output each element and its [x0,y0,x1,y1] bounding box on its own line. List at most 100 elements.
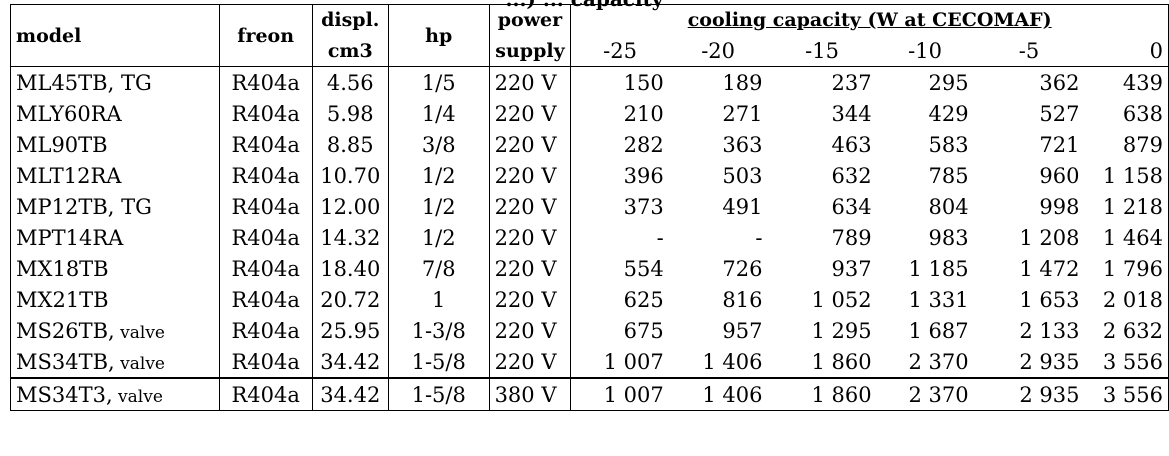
cell-freon: R404a [219,284,313,315]
cell-displ: 4.56 [312,66,389,98]
cell-displ: 8.85 [312,129,389,160]
cell-capacity: 3 556 [1084,377,1169,411]
cell-power: 220 V [489,284,572,315]
cell-hp: 3/8 [388,129,490,160]
cell-hp: 1-5/8 [388,346,490,378]
cell-capacity: 625 [623,287,664,312]
cell-capacity: 3 556 [1084,346,1169,378]
cell-capacity: 1 406 [702,349,763,374]
cell-capacity: 785 [928,163,969,188]
cell-capacity: 1 406 [668,377,768,411]
cell-capacity: 237 [831,70,872,95]
cell-capacity: 1 464 [1084,222,1169,253]
cell-capacity: 271 [722,101,763,126]
cell-capacity: 983 [928,225,969,250]
cell-capacity: 503 [722,163,763,188]
cell-capacity: 937 [831,256,872,281]
cell-capacity: 1 052 [811,287,872,312]
cell-freon: R404a [219,160,313,191]
cell-capacity: 1 860 [767,377,877,411]
cell-capacity: 583 [928,132,969,157]
cell-power: 220 V [489,66,572,98]
header-displ: displ. [312,4,389,35]
cell-hp: 1/5 [388,66,490,98]
cell-power: 220 V [489,129,572,160]
table-row: MPT14RA R404a 14.32 1/2 220 V - - 789 983 1 208 1 … [10,222,1169,253]
cell-capacity: 344 [831,101,872,126]
cell-capacity: 2 018 [1084,284,1169,315]
cell-freon: R404a [219,129,313,160]
cell-capacity: 721 [1039,132,1080,157]
cell-displ: 20.72 [312,284,389,315]
cell-capacity: 1 331 [908,287,969,312]
table-row: MS26TB, valve R404a 25.95 1-3/8 220 V 675 957 1… [10,315,1169,346]
cell-model: MS26TB, valve [10,315,220,346]
cell-model: MX18TB [10,253,220,284]
cell-capacity: 210 [623,101,664,126]
cell-capacity: 373 [623,194,664,219]
cell-capacity: 396 [623,163,664,188]
cell-power: 220 V [489,191,572,222]
cell-displ: 34.42 [312,346,389,378]
table-row: MLT12RA R404a 10.70 1/2 220 V 396 503 632 785 960… [10,160,1169,191]
cell-capacity: 675 [623,318,664,343]
cell-capacity: - [755,225,763,250]
cell-capacity: - [656,225,664,250]
cell-capacity: 1 218 [1084,191,1169,222]
table-row: MX18TB R404a 18.40 7/8 220 V 554 726 937 1 185 1 … [10,253,1169,284]
cell-freon: R404a [219,222,313,253]
cell-capacity: 1 687 [908,318,969,343]
header-model: model [10,4,220,67]
header-temp: 0 [1084,35,1169,67]
table-row: ML45TB, TG R404a 4.56 1/5 220 V 150 189 237 295 3… [10,66,1169,98]
cell-model: MS34T3, valve [10,377,220,411]
cell-model: MPT14RA [10,222,220,253]
cell-capacity: 439 [1084,66,1169,98]
header-power-unit: supply [489,35,572,67]
cell-capacity: 1 860 [811,349,872,374]
cell-capacity: 998 [1039,194,1080,219]
cell-capacity: 554 [623,256,664,281]
header-temp: -5 [973,35,1085,67]
cell-capacity: 804 [928,194,969,219]
cell-model: MS34TB, valve [10,346,220,378]
cell-model: MP12TB, TG [10,191,220,222]
cell-power: 220 V [489,98,572,129]
cell-freon: R404a [219,253,313,284]
cell-capacity: 2 133 [1019,318,1080,343]
table-row: MP12TB, TG R404a 12.00 1/2 220 V 373 491 634 804… [10,191,1169,222]
table-row: MLY60RA R404a 5.98 1/4 220 V 210 271 344 429 527 6… [10,98,1169,129]
cell-displ: 14.32 [312,222,389,253]
cell-hp: 1-5/8 [388,377,490,411]
cell-capacity: 363 [722,132,763,157]
cell-capacity: 1 796 [1084,253,1169,284]
header-freon: freon [219,4,313,67]
cell-power: 220 V [489,315,572,346]
cell-capacity: 362 [1039,70,1080,95]
cell-capacity: 527 [1039,101,1080,126]
cell-displ: 25.95 [312,315,389,346]
cell-capacity: 2 935 [973,377,1085,411]
cell-capacity: 789 [831,225,872,250]
cell-displ: 34.42 [312,377,389,411]
compressor-spec-table: model freon displ. hp power cooling capa… [10,4,1169,411]
cell-freon: R404a [219,315,313,346]
cell-capacity: 2 370 [908,349,969,374]
cell-model: ML45TB, TG [10,66,220,98]
cell-freon: R404a [219,377,313,411]
cell-model: MX21TB [10,284,220,315]
cell-hp: 1/4 [388,98,490,129]
cell-freon: R404a [219,191,313,222]
cell-hp: 1/2 [388,191,490,222]
cell-displ: 12.00 [312,191,389,222]
cell-hp: 7/8 [388,253,490,284]
table-row: ML90TB R404a 8.85 3/8 220 V 282 363 463 583 721 87… [10,129,1169,160]
cell-capacity: 1 208 [1019,225,1080,250]
header-temp: -25 [570,35,669,67]
cell-displ: 18.40 [312,253,389,284]
cell-capacity: 638 [1084,98,1169,129]
cell-capacity: 816 [722,287,763,312]
cell-capacity: 2 632 [1084,315,1169,346]
table-row: MS34TB, valve R404a 34.42 1-5/8 220 V 1 007 1 … [10,346,1169,378]
